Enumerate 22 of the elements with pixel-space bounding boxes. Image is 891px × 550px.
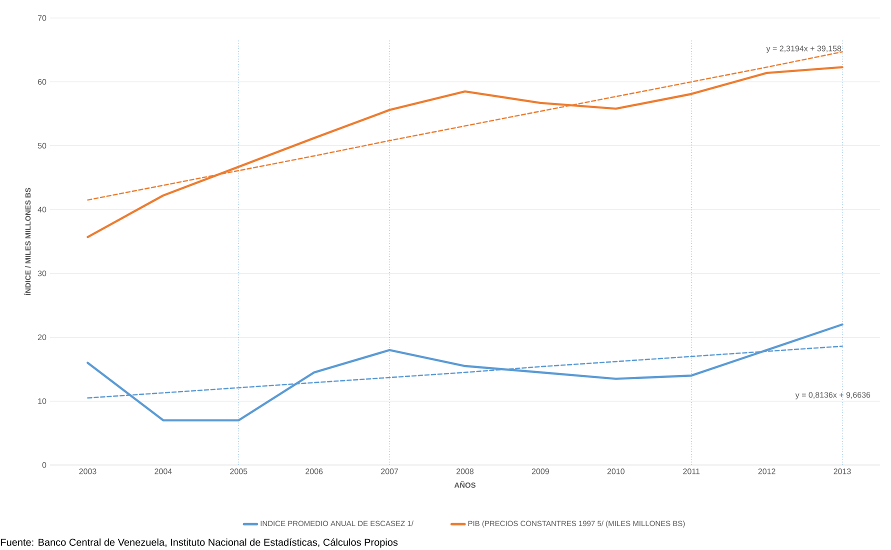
x-tick-label: 2008	[456, 468, 474, 474]
source-note: Fuente: Banco Central de Venezuela, Instituto Nacional de Estadísticas, Cálculos Propios	[1, 538, 398, 548]
x-tick-label: 2003	[79, 468, 96, 474]
y-tick-label: 30	[38, 270, 46, 276]
y-tick-label: 60	[38, 79, 46, 85]
y-tick-label: 20	[38, 334, 46, 340]
x-tick-label: 2011	[683, 468, 700, 474]
x-tick-label: 2007	[381, 468, 398, 474]
y-tick-label: 40	[38, 206, 46, 212]
x-tick-label: 2005	[230, 468, 248, 474]
x-tick-label: 2010	[607, 468, 624, 474]
y-tick-label: 50	[38, 142, 46, 149]
x-tick-label: 2013	[834, 468, 851, 474]
x-tick-label: 2004	[154, 468, 172, 474]
annotation: y = 0,8136x + 9,6636	[795, 392, 870, 400]
annotation: y = 2,3194x + 39,158	[766, 46, 842, 53]
x-tick-label: 2012	[758, 468, 776, 474]
y-tick-label: 0	[42, 462, 46, 468]
y-tick-label: 70	[38, 15, 46, 21]
x-tick-label: 2009	[532, 468, 549, 474]
y-tick-label: 10	[38, 398, 46, 404]
x-tick-label: 2006	[306, 468, 323, 474]
